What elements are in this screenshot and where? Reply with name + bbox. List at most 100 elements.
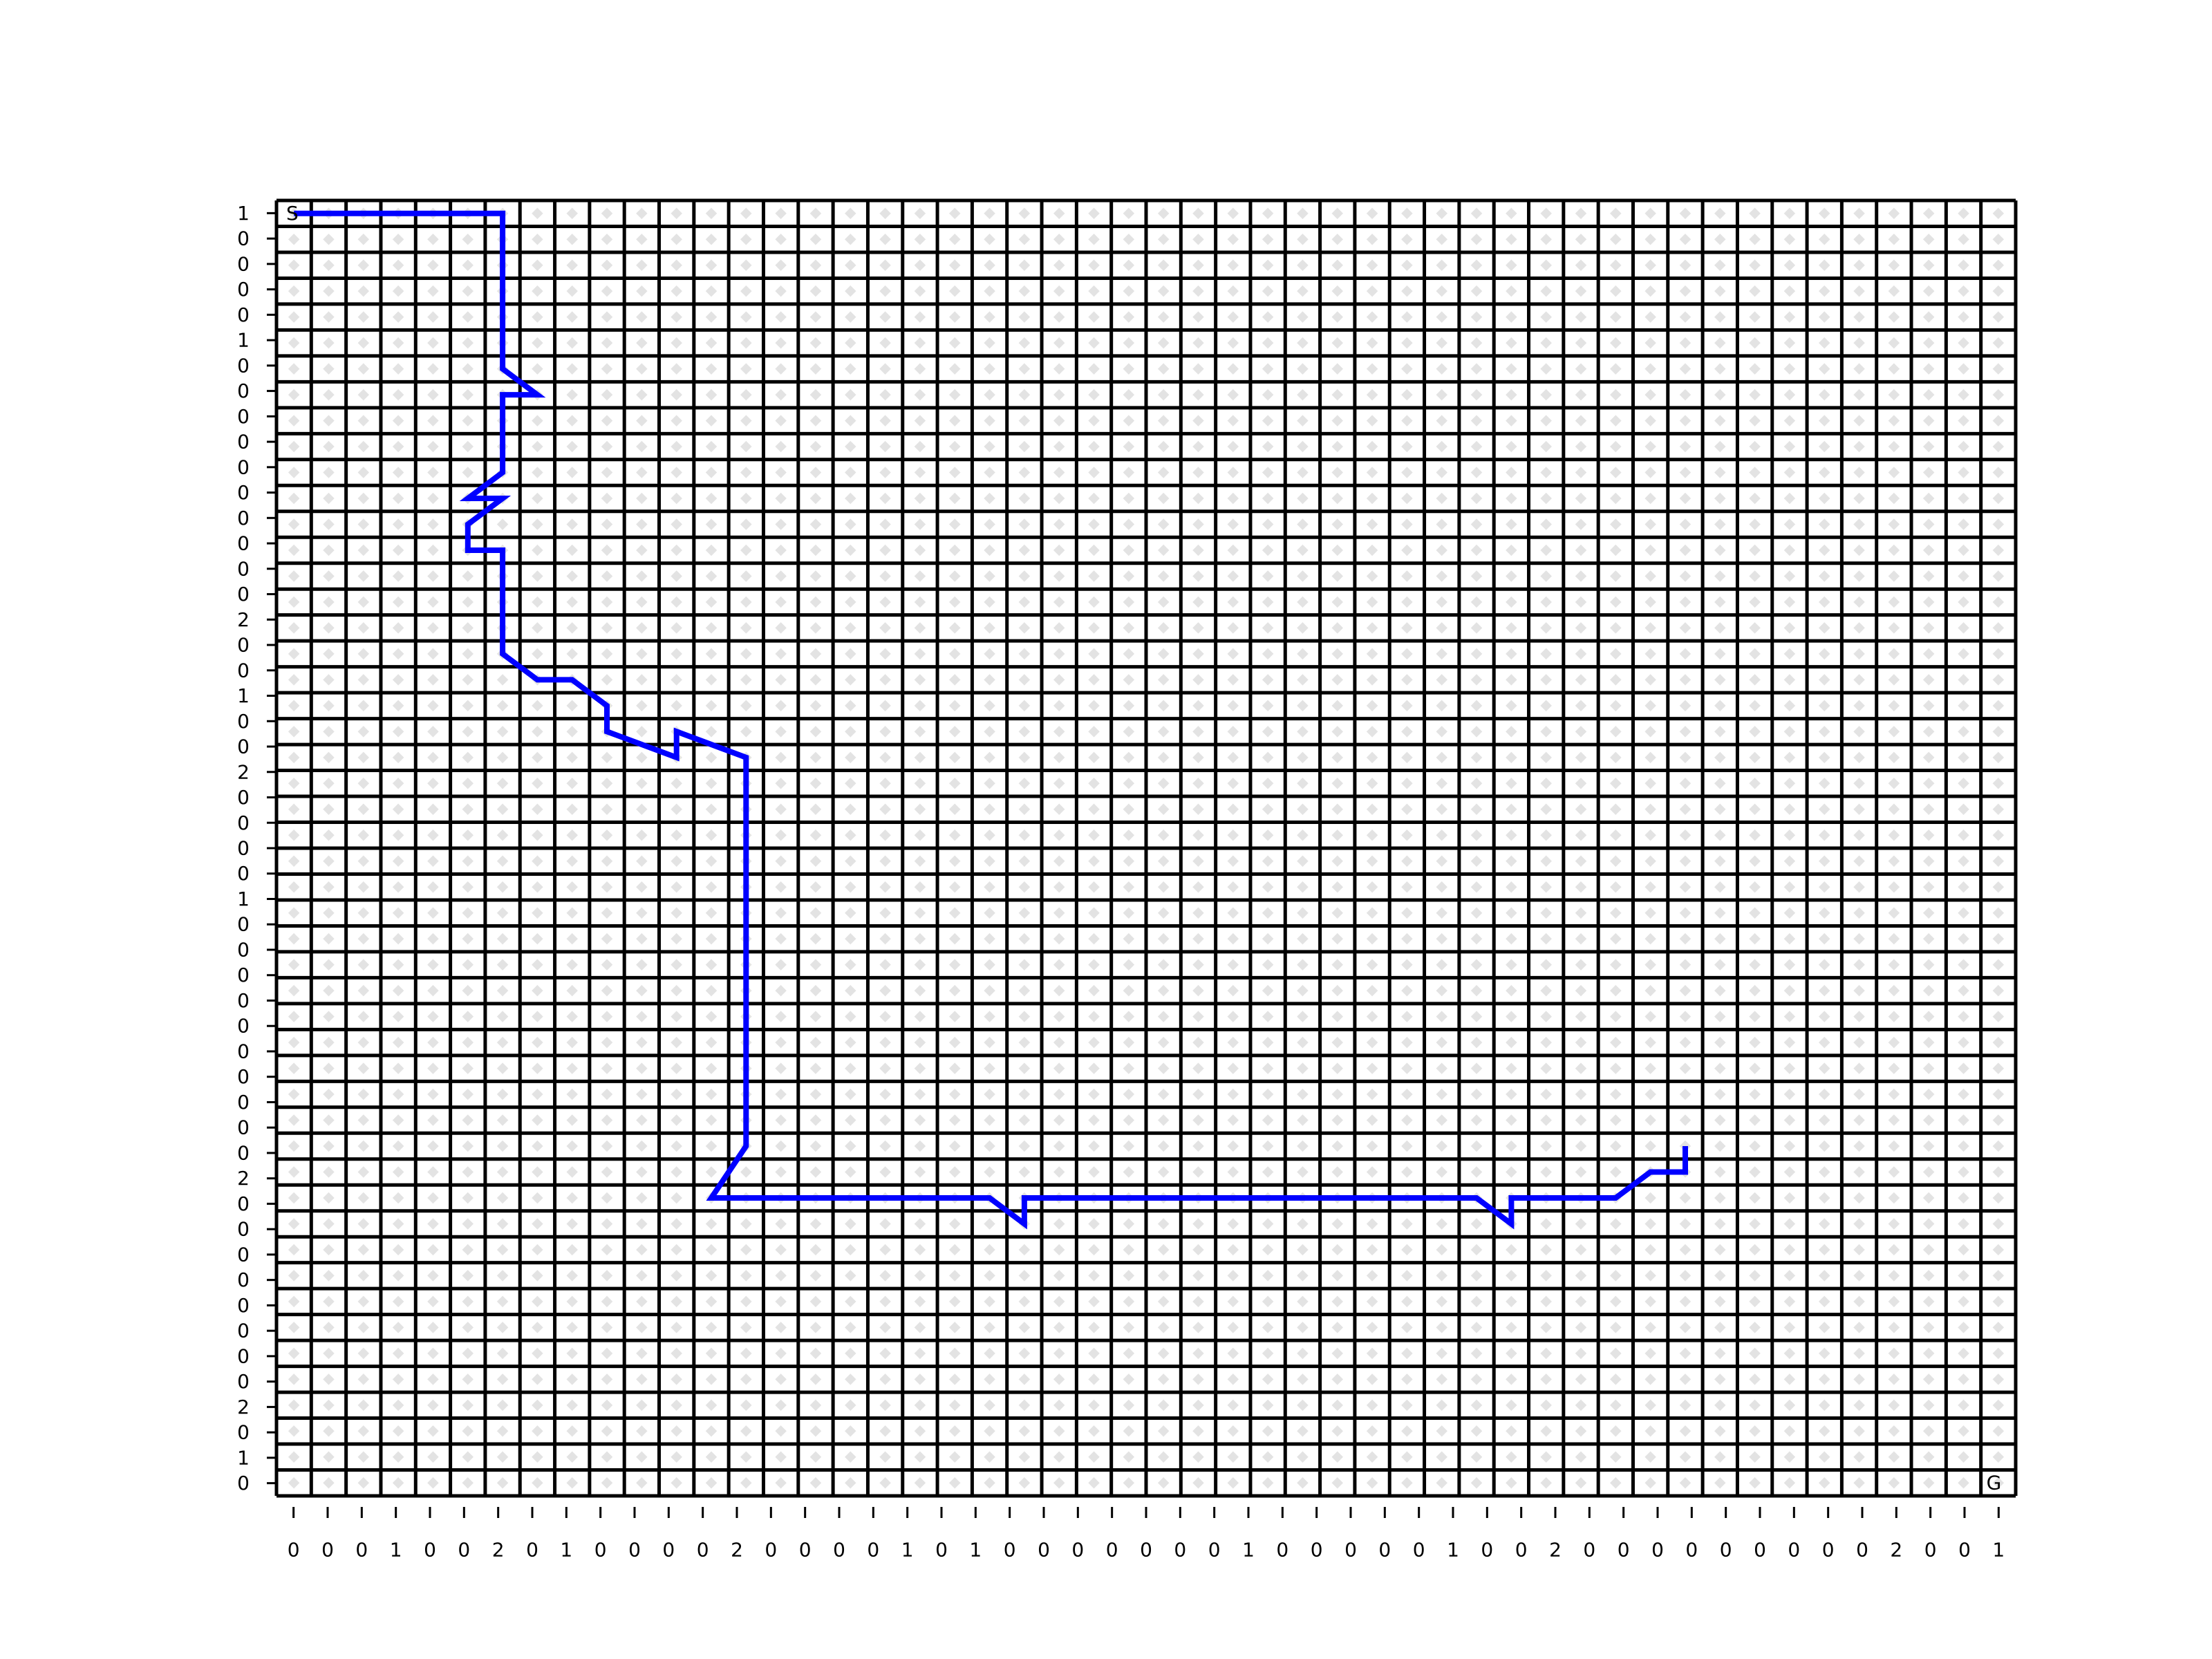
grid-cell[interactable] — [1563, 796, 1599, 823]
grid-cell[interactable] — [554, 226, 590, 252]
grid-cell[interactable] — [1841, 770, 1877, 797]
grid-cell[interactable] — [1737, 744, 1772, 771]
grid-cell[interactable] — [1911, 1003, 1947, 1030]
grid-cell[interactable] — [1911, 537, 1947, 563]
grid-cell[interactable] — [276, 355, 312, 382]
grid-cell[interactable] — [415, 848, 451, 874]
grid-cell[interactable] — [380, 926, 416, 952]
grid-cell[interactable] — [833, 200, 868, 227]
grid-cell[interactable] — [554, 382, 590, 408]
grid-cell[interactable] — [1876, 200, 1912, 227]
grid-cell[interactable] — [659, 641, 694, 667]
grid-cell[interactable] — [276, 252, 312, 279]
grid-cell[interactable] — [763, 330, 798, 356]
grid-cell[interactable] — [1215, 407, 1250, 434]
grid-cell[interactable] — [1807, 200, 1842, 227]
grid-cell[interactable] — [1111, 1003, 1146, 1030]
grid-cell[interactable] — [520, 226, 555, 252]
grid-cell[interactable] — [1424, 330, 1459, 356]
grid-cell[interactable] — [450, 589, 485, 615]
grid-cell[interactable] — [902, 252, 938, 279]
grid-cell[interactable] — [1424, 278, 1459, 304]
grid-cell[interactable] — [1389, 1003, 1425, 1030]
grid-cell[interactable] — [1980, 641, 2016, 667]
grid-cell[interactable] — [276, 744, 312, 771]
grid-cell[interactable] — [833, 666, 868, 693]
grid-cell[interactable] — [1285, 278, 1320, 304]
grid-cell[interactable] — [693, 899, 729, 926]
grid-cell[interactable] — [1006, 200, 1042, 227]
grid-cell[interactable] — [1354, 770, 1390, 797]
grid-cell[interactable] — [972, 459, 1007, 486]
grid-cell[interactable] — [1772, 382, 1808, 408]
grid-cell[interactable] — [693, 641, 729, 667]
grid-cell[interactable] — [1633, 718, 1668, 745]
grid-cell[interactable] — [1285, 770, 1320, 797]
grid-cell[interactable] — [1076, 433, 1112, 460]
grid-cell[interactable] — [1250, 899, 1286, 926]
grid-cell[interactable] — [1598, 822, 1633, 848]
grid-cell[interactable] — [833, 977, 868, 1004]
grid-cell[interactable] — [763, 1029, 798, 1056]
grid-cell[interactable] — [589, 874, 625, 900]
grid-cell[interactable] — [1807, 718, 1842, 745]
grid-cell[interactable] — [1563, 874, 1599, 900]
grid-cell[interactable] — [1772, 407, 1808, 434]
grid-cell[interactable] — [1563, 537, 1599, 563]
grid-cell[interactable] — [1980, 796, 2016, 823]
grid-cell[interactable] — [1737, 511, 1772, 538]
grid-cell[interactable] — [1528, 822, 1564, 848]
grid-cell[interactable] — [276, 303, 312, 330]
grid-cell[interactable] — [1563, 693, 1599, 719]
grid-cell[interactable] — [1459, 433, 1494, 460]
grid-cell[interactable] — [1528, 615, 1564, 641]
grid-cell[interactable] — [1946, 693, 1981, 719]
grid-cell[interactable] — [1494, 770, 1529, 797]
grid-cell[interactable] — [729, 641, 764, 667]
grid-cell[interactable] — [1841, 303, 1877, 330]
grid-cell[interactable] — [450, 407, 485, 434]
grid-cell[interactable] — [1146, 330, 1181, 356]
grid-cell[interactable] — [1528, 744, 1564, 771]
grid-cell[interactable] — [902, 977, 938, 1004]
grid-cell[interactable] — [1807, 641, 1842, 667]
grid-cell[interactable] — [1389, 822, 1425, 848]
grid-cell[interactable] — [729, 718, 764, 745]
grid-cell[interactable] — [1181, 563, 1216, 590]
grid-cell[interactable] — [1876, 641, 1912, 667]
grid-cell[interactable] — [1181, 278, 1216, 304]
grid-cell[interactable] — [1876, 485, 1912, 512]
grid-cell[interactable] — [1737, 848, 1772, 874]
grid-cell[interactable] — [276, 433, 312, 460]
grid-cell[interactable] — [1528, 693, 1564, 719]
grid-cell[interactable] — [1111, 666, 1146, 693]
grid-cell[interactable] — [1285, 382, 1320, 408]
grid-cell[interactable] — [833, 330, 868, 356]
grid-cell[interactable] — [659, 615, 694, 641]
grid-cell[interactable] — [659, 355, 694, 382]
grid-cell[interactable] — [1459, 1003, 1494, 1030]
grid-cell[interactable] — [1946, 459, 1981, 486]
grid-cell[interactable] — [1667, 303, 1703, 330]
grid-cell[interactable] — [589, 744, 625, 771]
grid-cell[interactable] — [311, 744, 346, 771]
grid-cell[interactable] — [1528, 951, 1564, 978]
grid-cell[interactable] — [1006, 1029, 1042, 1056]
grid-cell[interactable] — [1494, 252, 1529, 279]
grid-cell[interactable] — [276, 589, 312, 615]
grid-cell[interactable] — [1946, 770, 1981, 797]
grid-cell[interactable] — [1633, 926, 1668, 952]
grid-cell[interactable] — [1111, 1029, 1146, 1056]
grid-cell[interactable] — [346, 433, 381, 460]
grid-cell[interactable] — [1459, 485, 1494, 512]
grid-cell[interactable] — [1389, 977, 1425, 1004]
grid-cell[interactable] — [1389, 252, 1425, 279]
grid-cell[interactable] — [1667, 278, 1703, 304]
grid-cell[interactable] — [554, 511, 590, 538]
grid-cell[interactable] — [1703, 1029, 1738, 1056]
grid-cell[interactable] — [1354, 511, 1390, 538]
grid-cell[interactable] — [415, 744, 451, 771]
grid-cell[interactable] — [833, 226, 868, 252]
grid-cell[interactable] — [798, 252, 834, 279]
grid-cell[interactable] — [1563, 666, 1599, 693]
